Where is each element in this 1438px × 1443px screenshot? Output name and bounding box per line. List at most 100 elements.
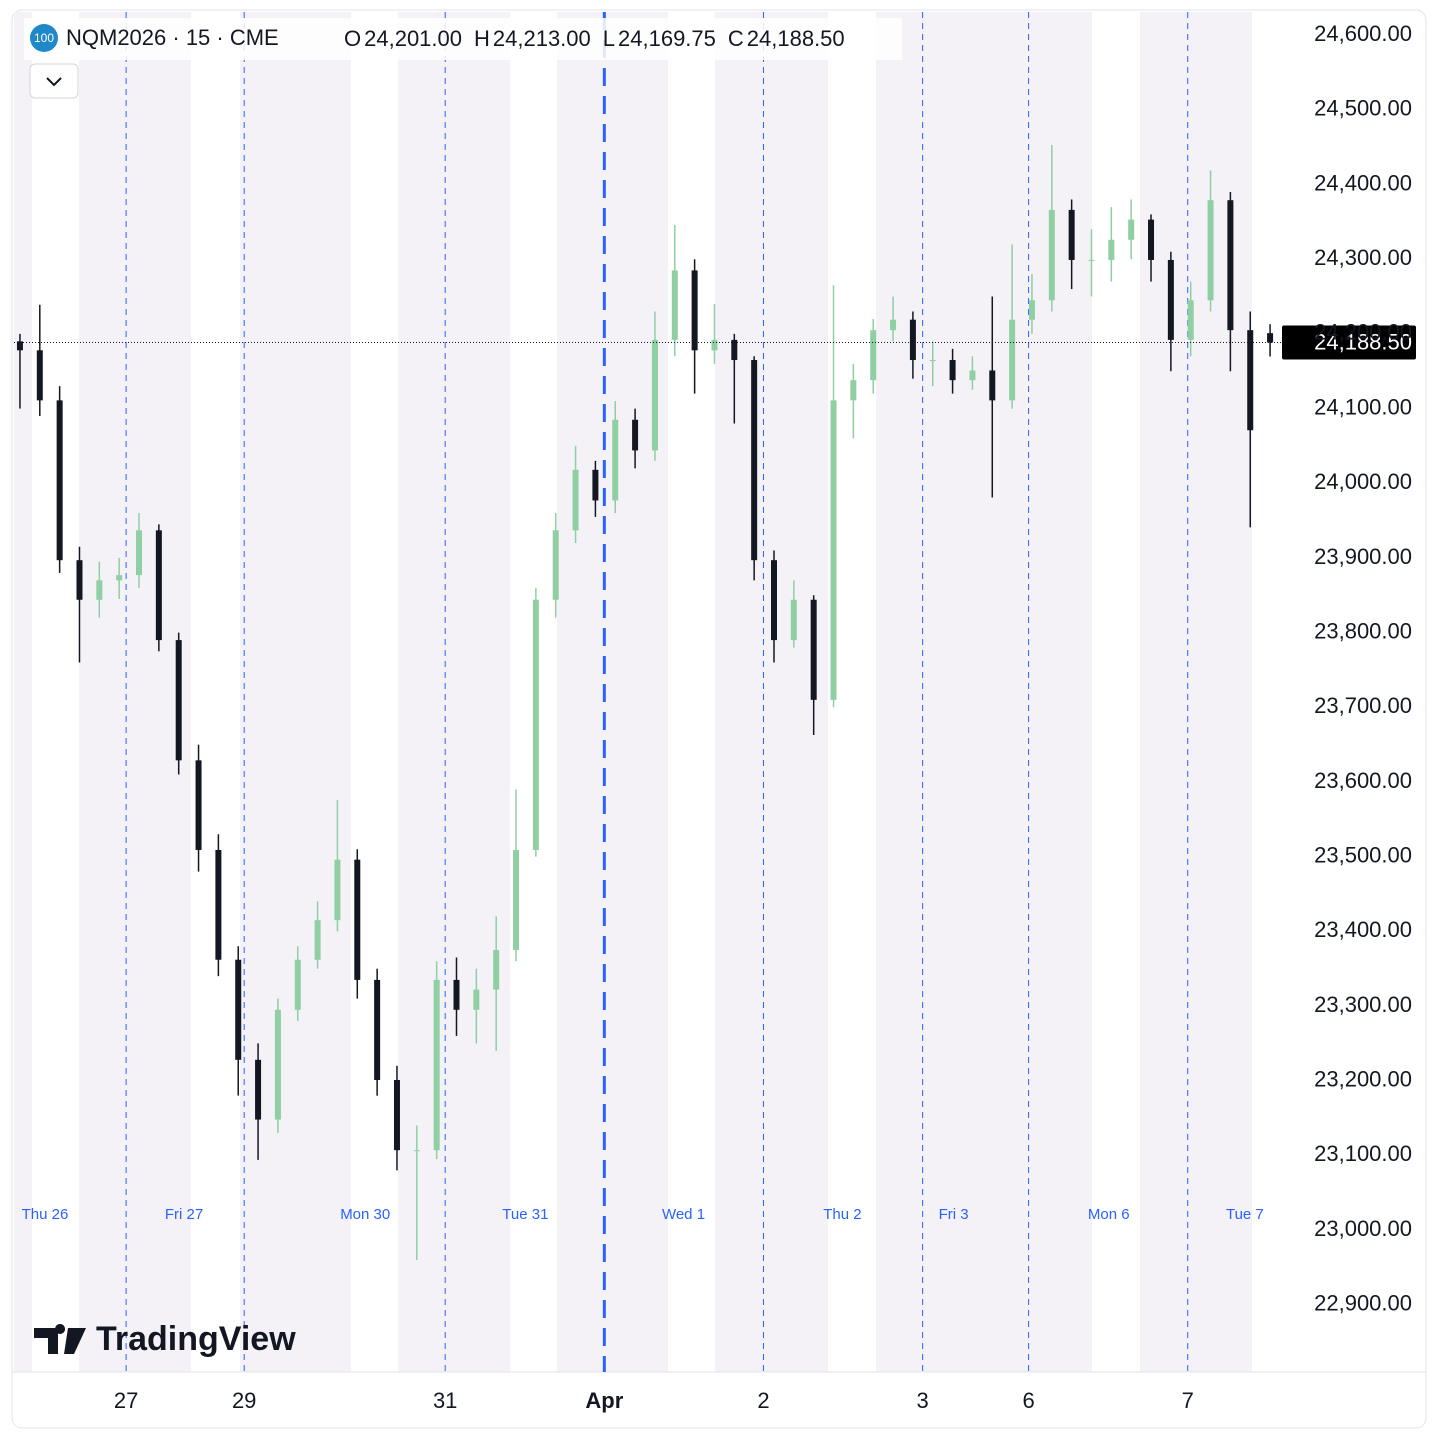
candle-body bbox=[1247, 330, 1254, 431]
candle-body bbox=[909, 319, 916, 361]
candle-body bbox=[1167, 259, 1174, 340]
session-label: Tue 31 bbox=[502, 1206, 548, 1223]
candle-body bbox=[1128, 219, 1135, 240]
candle-body bbox=[890, 319, 897, 331]
y-tick-label: 24,300.00 bbox=[1314, 245, 1412, 270]
y-tick-label: 24,400.00 bbox=[1314, 170, 1412, 195]
candle-body bbox=[195, 760, 202, 850]
overlay: 24,188.50 bbox=[14, 325, 1416, 360]
band bbox=[79, 12, 191, 1372]
band bbox=[14, 12, 32, 1372]
candle-body bbox=[1267, 333, 1274, 343]
session-label: Fri 27 bbox=[165, 1206, 203, 1223]
candle-body bbox=[1148, 219, 1155, 260]
ohlc-value: 24,169.75 bbox=[618, 26, 716, 51]
last-price-tag bbox=[1282, 325, 1416, 360]
candle-body bbox=[493, 950, 500, 990]
x-tick-label: 3 bbox=[916, 1388, 928, 1413]
legend-bg bbox=[24, 18, 902, 60]
candle-body bbox=[572, 469, 579, 531]
band bbox=[876, 12, 1092, 1372]
candle-body bbox=[473, 989, 480, 1010]
candle-body bbox=[1108, 239, 1115, 260]
y-tick-label: 22,900.00 bbox=[1314, 1291, 1412, 1316]
candle-body bbox=[1068, 209, 1075, 260]
candle-body bbox=[552, 530, 559, 600]
y-tick-label: 24,000.00 bbox=[1314, 469, 1412, 494]
y-tick-label: 23,400.00 bbox=[1314, 917, 1412, 942]
y-tick-label: 24,600.00 bbox=[1314, 21, 1412, 46]
x-tick-label: 2 bbox=[757, 1388, 769, 1413]
ohlc-legend: O 24,201.00 H 24,213.00 L 24,169.75 C 24,188.50 bbox=[344, 26, 845, 51]
y-tick-label: 23,500.00 bbox=[1314, 842, 1412, 867]
candle-body bbox=[235, 959, 242, 1060]
candle-body bbox=[870, 330, 877, 381]
logo-mark bbox=[34, 1324, 86, 1354]
candle-body bbox=[334, 859, 341, 921]
candle-body bbox=[830, 400, 837, 700]
collapse-button[interactable] bbox=[29, 63, 79, 99]
watermark: TradingView bbox=[96, 1320, 296, 1358]
x-tick-label: 31 bbox=[433, 1388, 457, 1413]
y-tick-label: 24,200.00 bbox=[1314, 320, 1412, 345]
ohlc-value: 24,201.00 bbox=[364, 26, 462, 51]
y-tick-label: 23,100.00 bbox=[1314, 1141, 1412, 1166]
session-label: Mon 6 bbox=[1088, 1206, 1130, 1223]
band bbox=[240, 12, 351, 1372]
candle-body bbox=[592, 469, 599, 501]
grid bbox=[125, 12, 1189, 1372]
candle-body bbox=[949, 360, 956, 381]
candles bbox=[16, 144, 1274, 1260]
candle-body bbox=[751, 360, 758, 561]
candle-body bbox=[393, 1079, 400, 1151]
candle-body bbox=[671, 270, 678, 340]
candle-body bbox=[513, 849, 520, 951]
band bbox=[715, 12, 828, 1372]
candle-body bbox=[413, 1150, 420, 1152]
candle-body bbox=[651, 339, 658, 451]
session-label: Mon 30 bbox=[340, 1206, 390, 1223]
y-tick-label: 23,800.00 bbox=[1314, 618, 1412, 643]
candle-body bbox=[314, 920, 321, 960]
candle-body bbox=[929, 360, 936, 362]
candle-body bbox=[612, 419, 619, 501]
candle-body bbox=[76, 560, 83, 600]
candle-body bbox=[850, 380, 857, 401]
candle-body bbox=[1227, 200, 1234, 331]
candle-body bbox=[1028, 300, 1035, 320]
chart-title: NQM2026 · 15 · CME bbox=[66, 25, 279, 50]
session-label: Tue 7 bbox=[1226, 1206, 1264, 1223]
ohlc-value: 24,213.00 bbox=[493, 26, 591, 51]
session-label: Thu 2 bbox=[823, 1206, 861, 1223]
candle-body bbox=[453, 979, 460, 1010]
candle-body bbox=[255, 1059, 262, 1120]
ohlc-key: L bbox=[603, 26, 615, 51]
candle-body bbox=[354, 859, 361, 980]
candle-body bbox=[1207, 200, 1214, 301]
ohlc-key: H bbox=[474, 26, 490, 51]
candle-body bbox=[16, 341, 23, 351]
candle-body bbox=[274, 1009, 281, 1120]
y-tick-label: 24,100.00 bbox=[1314, 394, 1412, 419]
y-tick-label: 23,700.00 bbox=[1314, 693, 1412, 718]
candle-body bbox=[116, 575, 123, 581]
candle-body bbox=[532, 599, 539, 850]
candle-body bbox=[691, 270, 698, 351]
session-bands bbox=[14, 12, 1252, 1372]
x-tick-label: 6 bbox=[1022, 1388, 1034, 1413]
last-price-label: 24,188.50 bbox=[1314, 329, 1412, 354]
logo: TradingView bbox=[34, 1320, 296, 1358]
candle-body bbox=[1187, 300, 1194, 340]
symbol-badge bbox=[30, 24, 58, 52]
candle-body bbox=[136, 530, 143, 576]
y-tick-label: 23,900.00 bbox=[1314, 544, 1412, 569]
session-label: Fri 3 bbox=[939, 1206, 969, 1223]
candle-body bbox=[1009, 319, 1016, 401]
candle-body bbox=[175, 640, 182, 761]
y-tick-label: 24,500.00 bbox=[1314, 96, 1412, 121]
x-tick-label: 29 bbox=[232, 1388, 256, 1413]
x-tick-label: Apr bbox=[585, 1388, 623, 1413]
y-tick-label: 23,300.00 bbox=[1314, 992, 1412, 1017]
